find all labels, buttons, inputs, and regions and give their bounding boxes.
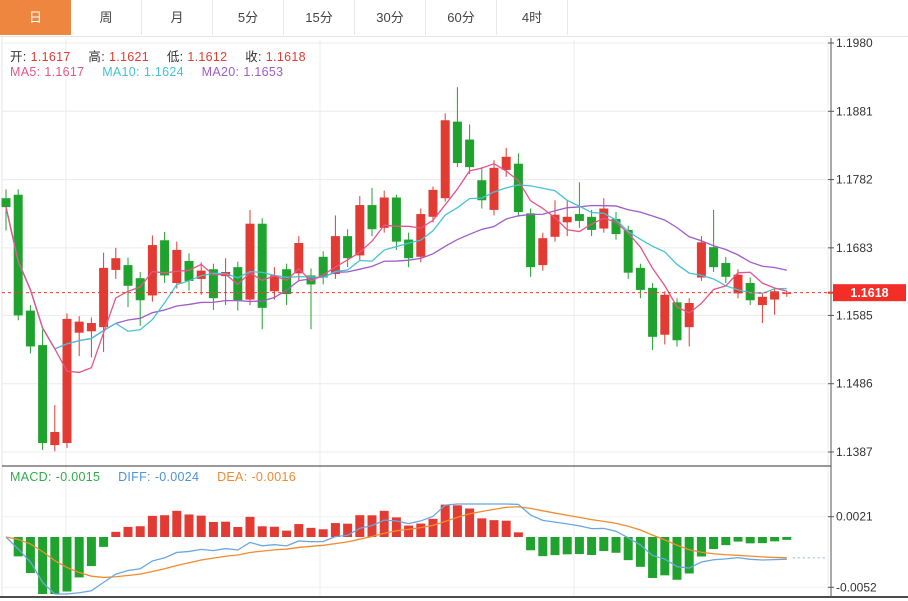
tab-week[interactable]: 周: [71, 0, 142, 35]
tab-60min[interactable]: 60分: [426, 0, 497, 35]
current-price-badge: 1.1618: [828, 284, 906, 302]
open-label: 开:: [10, 50, 27, 64]
timeframe-tabbar: 日 周 月 5分 15分 30分 60分 4时: [0, 0, 908, 37]
dea-line: [5, 506, 787, 579]
price-axis-labels: 1.1980 1.1881 1.1782 1.1683 1.1585 1.1486 1.13…: [828, 36, 873, 459]
macd-axis-labels: 0.0021 -0.0052: [828, 510, 877, 594]
low-value: 1.1612: [187, 50, 228, 64]
svg-text:1.1980: 1.1980: [836, 36, 873, 50]
svg-text:-0.0052: -0.0052: [836, 580, 877, 594]
svg-text:1.1585: 1.1585: [836, 308, 873, 322]
macd-info-row: MACD: -0.0015 DIFF: -0.0024 DEA: -0.0016: [10, 470, 300, 484]
tab-day[interactable]: 日: [0, 0, 71, 35]
ma-info-row: MA5: 1.1617 MA10: 1.1624 MA20: 1.1653: [10, 65, 287, 79]
ma20-line: [5, 204, 787, 350]
svg-text:1.1683: 1.1683: [836, 241, 873, 255]
close-value: 1.1618: [265, 50, 306, 64]
dea-value: -0.0016: [251, 470, 296, 484]
ma5-line: [5, 162, 787, 374]
svg-text:1.1486: 1.1486: [836, 377, 873, 391]
tab-30min[interactable]: 30分: [355, 0, 426, 35]
ma10-label: MA10:: [102, 65, 140, 79]
ma5-label: MA5:: [10, 65, 41, 79]
macd-histogram: [13, 504, 792, 594]
diff-value: -0.0024: [154, 470, 200, 484]
candlestick-chart[interactable]: 1.1980 1.1881 1.1782 1.1683 1.1585 1.1486 1.13…: [0, 36, 908, 601]
tab-month[interactable]: 月: [142, 0, 213, 35]
diff-line: [5, 503, 787, 595]
low-label: 低:: [166, 50, 184, 64]
ma20-label: MA20:: [201, 65, 240, 79]
tab-15min[interactable]: 15分: [284, 0, 355, 35]
high-value: 1.1621: [108, 50, 150, 64]
close-label: 收:: [245, 50, 262, 64]
diff-label: DIFF:: [118, 470, 151, 484]
svg-text:1.1881: 1.1881: [836, 104, 873, 118]
ma5-value: 1.1617: [44, 65, 85, 79]
ohlc-info-row: 开: 1.1617 高: 1.1621 低: 1.1612 收: 1.1618: [10, 46, 310, 65]
ma10-line: [5, 184, 787, 350]
svg-text:1.1387: 1.1387: [836, 445, 873, 459]
macd-value: -0.0015: [55, 470, 101, 484]
ma20-value: 1.1653: [243, 65, 284, 79]
gridlines: [1, 36, 906, 597]
svg-text:0.0021: 0.0021: [836, 510, 873, 524]
high-label: 高:: [88, 50, 105, 64]
candles: [1, 87, 792, 452]
svg-text:1.1782: 1.1782: [836, 173, 873, 187]
open-value: 1.1617: [30, 50, 71, 64]
ma10-value: 1.1624: [143, 65, 184, 79]
tab-5min[interactable]: 5分: [213, 0, 284, 35]
tab-4hour[interactable]: 4时: [497, 0, 568, 35]
dea-label: DEA:: [217, 470, 248, 484]
macd-label: MACD:: [10, 470, 52, 484]
svg-text:1.1618: 1.1618: [850, 286, 888, 300]
